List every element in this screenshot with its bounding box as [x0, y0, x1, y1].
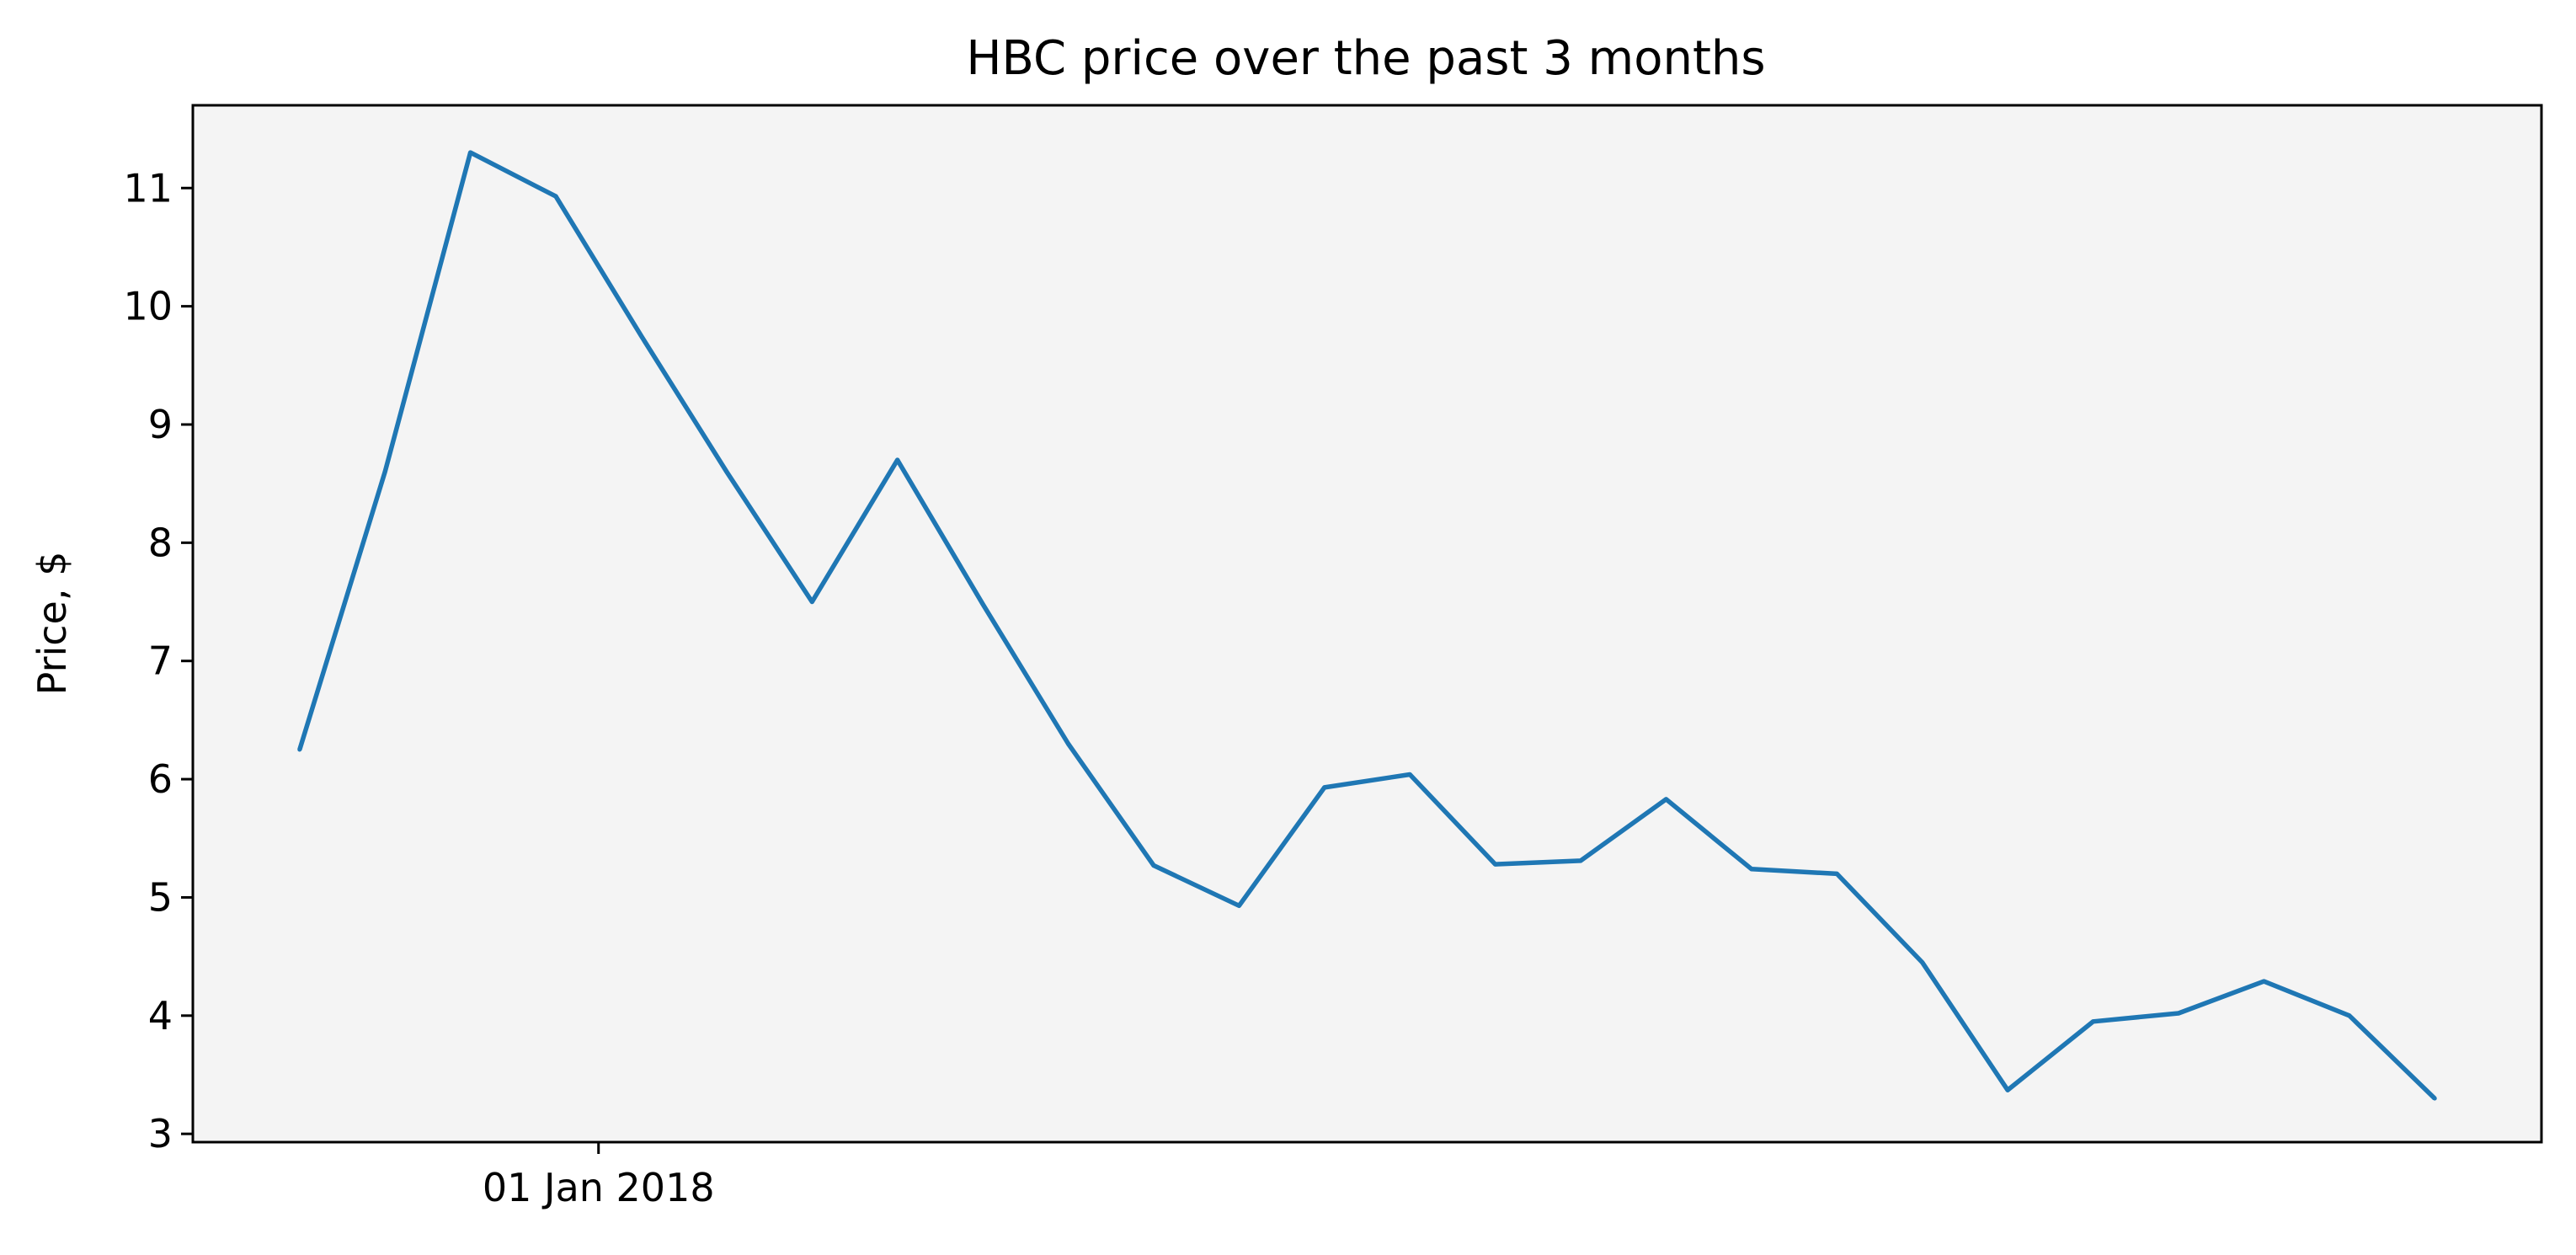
x-axis-ticks: 01 Jan 2018 — [483, 1142, 715, 1210]
data-point — [1663, 797, 1668, 802]
data-point — [724, 469, 729, 474]
data-point — [2347, 1013, 2352, 1018]
plot-frame — [191, 104, 2543, 1144]
y-tick-label: 8 — [148, 520, 173, 565]
data-point — [1322, 785, 1327, 790]
data-point — [1236, 903, 1241, 908]
data-point — [1920, 960, 1925, 965]
y-tick-label: 9 — [148, 402, 173, 447]
y-tick-label: 3 — [148, 1111, 173, 1156]
data-point — [297, 747, 302, 752]
plot-area — [193, 105, 2541, 1142]
y-tick-label: 6 — [148, 756, 173, 802]
data-point — [1066, 741, 1071, 746]
data-point — [2005, 1087, 2010, 1092]
data-point — [1493, 862, 1498, 867]
data-point — [1407, 772, 1412, 777]
data-point — [468, 150, 473, 155]
data-point — [1834, 871, 1839, 876]
y-tick-label: 5 — [148, 874, 173, 920]
data-point — [2091, 1019, 2096, 1024]
data-point — [1151, 863, 1156, 868]
data-point — [895, 457, 900, 462]
data-point — [2432, 1096, 2437, 1101]
data-point — [2176, 1011, 2181, 1016]
data-point — [1578, 858, 1583, 863]
y-tick-label: 10 — [123, 284, 173, 329]
y-axis-ticks: 3 4 5 6 7 8 9 10 11 — [123, 165, 193, 1156]
data-point — [809, 600, 814, 605]
data-point — [2261, 979, 2266, 984]
data-point — [980, 601, 985, 606]
data-point — [382, 469, 387, 474]
x-tick-label: 01 Jan 2018 — [483, 1165, 715, 1210]
data-points — [297, 150, 2437, 1101]
price-series-line — [297, 150, 2437, 1101]
y-tick-label: 11 — [123, 165, 173, 211]
y-axis-label: Price, $ — [29, 552, 75, 696]
data-point — [553, 194, 558, 199]
chart-title: HBC price over the past 3 months — [966, 31, 1765, 86]
data-point — [638, 334, 643, 339]
y-tick-label: 7 — [148, 638, 173, 684]
data-point — [1749, 867, 1754, 872]
y-tick-label: 4 — [148, 993, 173, 1039]
